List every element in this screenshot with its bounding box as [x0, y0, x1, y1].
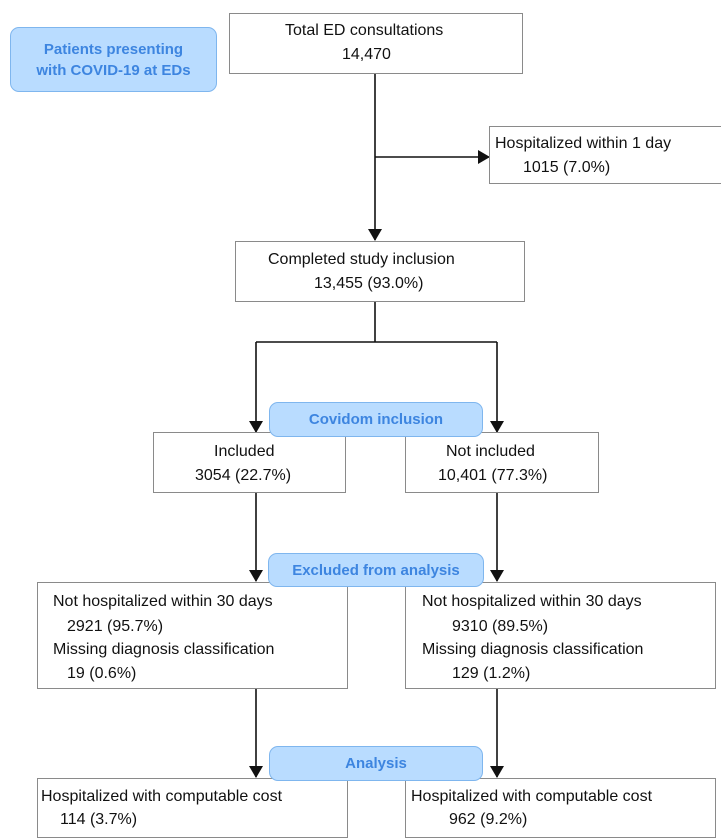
excluded-right-not-hospitalized-label: Not hospitalized within 30 days	[422, 593, 642, 610]
analysis-right-title: Hospitalized with computable cost	[411, 788, 653, 805]
excluded-right-missing-value: 129 (1.2%)	[452, 665, 531, 682]
included-value: 3054 (22.7%)	[195, 467, 292, 484]
analysis-label: Analysis	[269, 746, 483, 781]
excluded-left-not-hospitalized-value: 2921 (95.7%)	[67, 618, 164, 635]
total-consultations-title: Total ED consultations	[285, 22, 444, 39]
hospitalized-1day-value: 1015 (7.0%)	[523, 159, 611, 176]
analysis-right-value: 962 (9.2%)	[449, 811, 528, 828]
total-consultations-box	[229, 13, 523, 74]
header-label-line-2: with COVID-19 at EDs	[36, 61, 191, 79]
header-label: Patients presenting with COVID-19 at EDs	[10, 27, 217, 92]
analysis-left-box	[37, 778, 348, 838]
excluded-left-not-hospitalized-label: Not hospitalized within 30 days	[53, 593, 273, 610]
analysis-right-box	[405, 778, 716, 838]
header-label-line-1: Patients presenting	[43, 40, 184, 58]
excluded-from-analysis-label: Excluded from analysis	[268, 553, 484, 587]
hospitalized-1day-title: Hospitalized within 1 day	[495, 135, 672, 152]
total-consultations-value: 14,470	[342, 46, 391, 63]
covidom-inclusion-label: Covidom inclusion	[269, 402, 483, 437]
excluded-left-missing-label: Missing diagnosis classification	[53, 641, 275, 658]
excluded-right-box	[405, 582, 716, 689]
completed-inclusion-value: 13,455 (93.0%)	[314, 275, 424, 292]
not-included-box	[405, 432, 599, 493]
included-title: Included	[214, 443, 275, 460]
excluded-right-not-hospitalized-value: 9310 (89.5%)	[452, 618, 549, 635]
excluded-right-missing-label: Missing diagnosis classification	[422, 641, 644, 658]
completed-inclusion-title: Completed study inclusion	[268, 251, 455, 268]
not-included-title: Not included	[446, 443, 535, 460]
not-included-value: 10,401 (77.3%)	[438, 467, 548, 484]
included-box	[153, 432, 346, 493]
analysis-left-title: Hospitalized with computable cost	[41, 788, 283, 805]
hospitalized-1day-box	[489, 126, 721, 184]
excluded-left-missing-value: 19 (0.6%)	[67, 665, 137, 682]
excluded-left-box	[37, 582, 348, 689]
completed-inclusion-box	[235, 241, 525, 302]
analysis-left-value: 114 (3.7%)	[60, 811, 138, 828]
